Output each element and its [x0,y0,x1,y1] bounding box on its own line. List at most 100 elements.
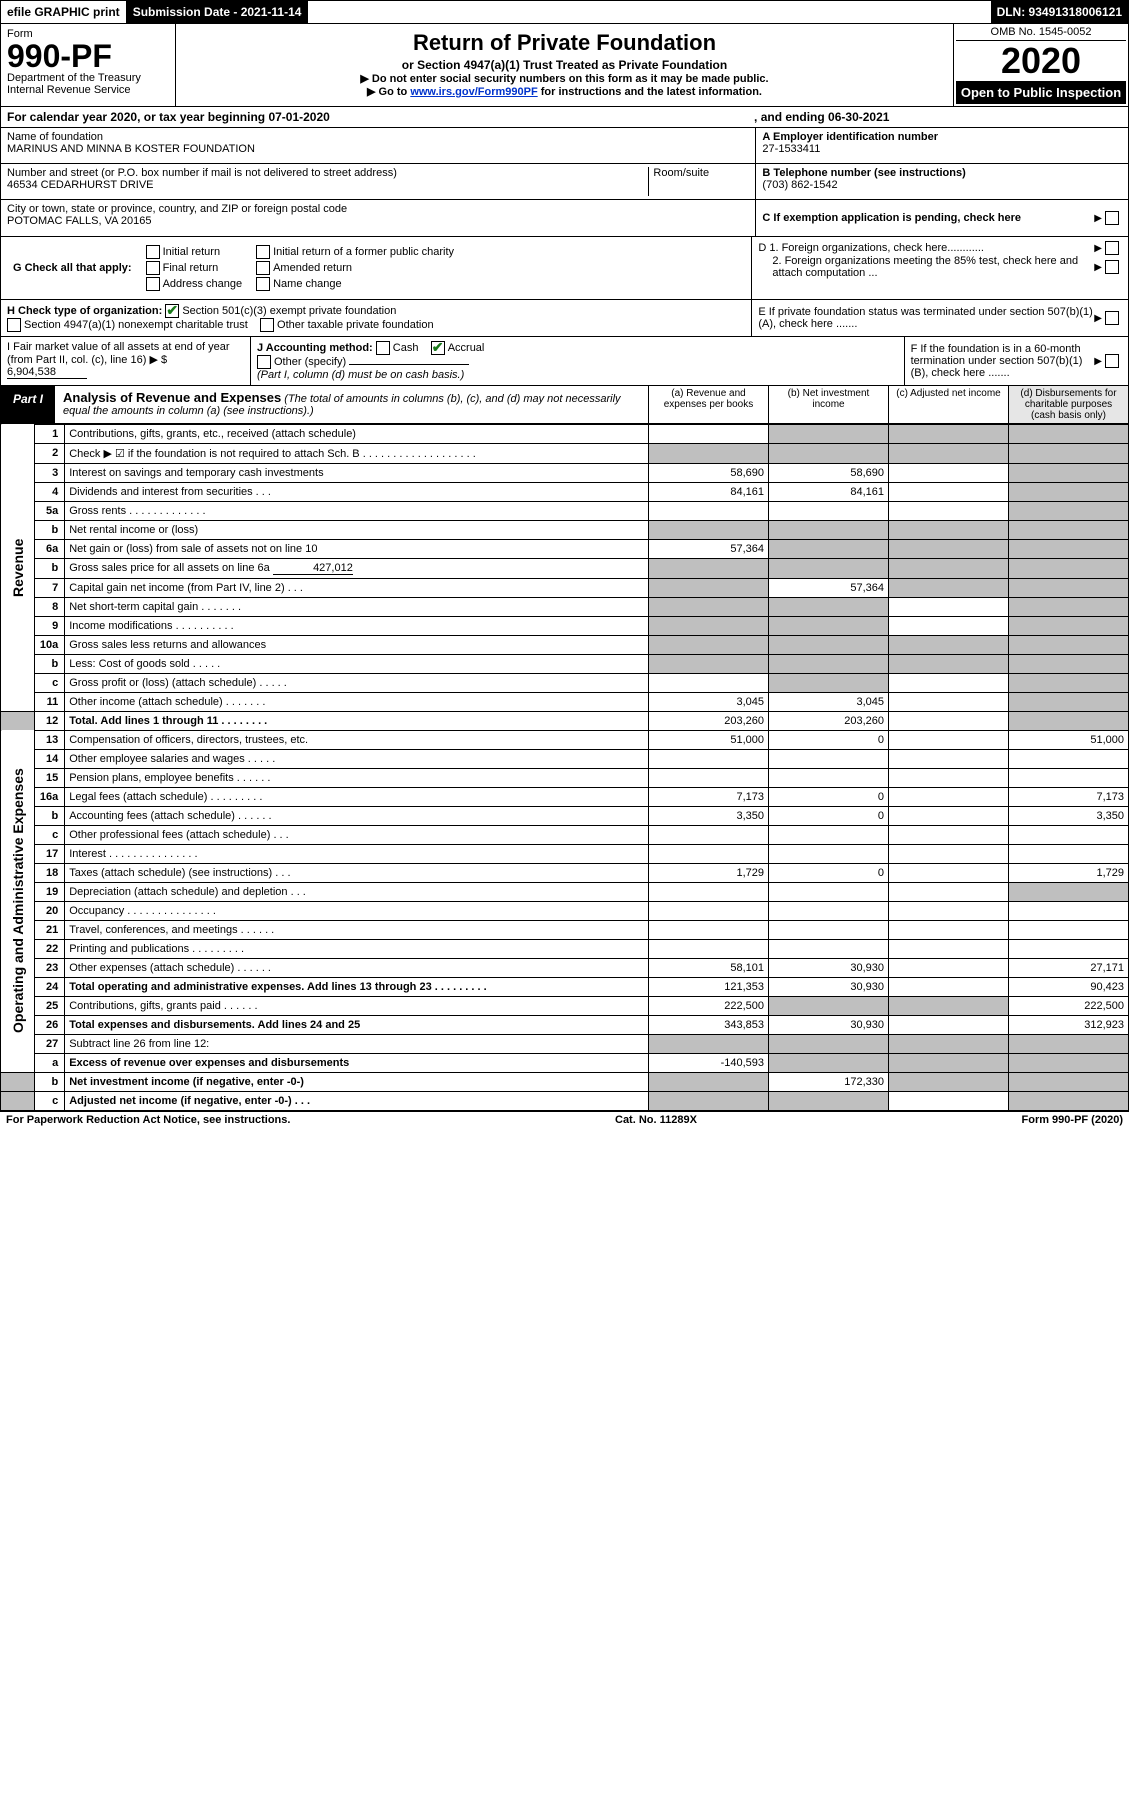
table-row: Operating and Administrative Expenses 13… [1,730,1129,749]
table-row: 3Interest on savings and temporary cash … [1,463,1129,482]
ein-label: A Employer identification number [762,131,1122,143]
table-row: 17Interest . . . . . . . . . . . . . . . [1,844,1129,863]
top-toolbar: efile GRAPHIC print Submission Date - 20… [0,0,1129,24]
table-row: 9Income modifications . . . . . . . . . … [1,616,1129,635]
i-label: I Fair market value of all assets at end… [7,341,230,366]
irs-form-link[interactable]: www.irs.gov/Form990PF [410,86,537,98]
dln: DLN: 93491318006121 [991,1,1128,23]
table-row: 18Taxes (attach schedule) (see instructi… [1,863,1129,882]
h-501c3-checkbox[interactable] [165,304,179,318]
ssn-warning: ▶ Do not enter social security numbers o… [182,72,947,85]
f-checkbox[interactable] [1105,354,1119,368]
ein: 27-1533411 [762,143,1122,155]
form-title: Return of Private Foundation [182,30,947,56]
form-header: Form 990-PF Department of the Treasury I… [0,24,1129,107]
table-row: 21Travel, conferences, and meetings . . … [1,920,1129,939]
table-row: 5aGross rents . . . . . . . . . . . . . [1,501,1129,520]
open-to-public: Open to Public Inspection [956,81,1126,104]
phone-cell: B Telephone number (see instructions) (7… [756,164,1128,200]
table-row: 15Pension plans, employee benefits . . .… [1,768,1129,787]
part-1-table: Revenue 1Contributions, gifts, grants, e… [0,424,1129,1111]
phone: (703) 862-1542 [762,179,1122,191]
section-h-e: H Check type of organization: Section 50… [0,300,1129,337]
part-1-header: Part I Analysis of Revenue and Expenses … [0,386,1129,424]
d2-label: 2. Foreign organizations meeting the 85%… [758,255,1094,279]
g-final-return[interactable] [146,261,160,275]
j-note: (Part I, column (d) must be on cash basi… [257,369,898,381]
table-row: 2Check ▶ ☑ if the foundation is not requ… [1,443,1129,463]
table-row: bAccounting fees (attach schedule) . . .… [1,806,1129,825]
form-title-block: Return of Private Foundation or Section … [176,24,953,106]
g-amended-return[interactable] [256,261,270,275]
room-suite-label: Room/suite [649,167,749,196]
exempt-checkbox[interactable] [1105,211,1119,225]
part-title: Analysis of Revenue and Expenses [63,390,281,405]
foundation-name-cell: Name of foundation MARINUS AND MINNA B K… [1,128,755,164]
table-row: bGross sales price for all assets on lin… [1,558,1129,578]
h-other-taxable-checkbox[interactable] [260,318,274,332]
d1-checkbox[interactable] [1105,241,1119,255]
g-label: G Check all that apply: [13,262,132,274]
form-id-block: Form 990-PF Department of the Treasury I… [1,24,176,106]
dept-treasury: Department of the Treasury [7,72,169,84]
part-label: Part I [1,386,55,423]
g-address-change[interactable] [146,277,160,291]
cat-number: Cat. No. 11289X [615,1114,697,1126]
table-row: 4Dividends and interest from securities … [1,482,1129,501]
table-row: Revenue 1Contributions, gifts, grants, e… [1,424,1129,443]
h-label: H Check type of organization: [7,305,162,317]
goto-link-line: ▶ Go to www.irs.gov/Form990PF for instru… [182,85,947,98]
ein-cell: A Employer identification number 27-1533… [756,128,1128,164]
table-row: 24Total operating and administrative exp… [1,977,1129,996]
g-name-change[interactable] [256,277,270,291]
city-state-zip: POTOMAC FALLS, VA 20165 [7,215,749,227]
calendar-year-row: For calendar year 2020, or tax year begi… [0,107,1129,128]
submission-date: Submission Date - 2021-11-14 [127,1,309,23]
table-row: 10aGross sales less returns and allowanc… [1,635,1129,654]
table-row: 22Printing and publications . . . . . . … [1,939,1129,958]
table-row: 14Other employee salaries and wages . . … [1,749,1129,768]
table-row: bLess: Cost of goods sold . . . . . [1,654,1129,673]
efile-print[interactable]: efile GRAPHIC print [1,1,127,23]
g-initial-former[interactable] [256,245,270,259]
omb-number: OMB No. 1545-0052 [956,26,1126,41]
table-row: 23Other expenses (attach schedule) . . .… [1,958,1129,977]
address-row: Number and street (or P.O. box number if… [1,164,755,200]
d1-label: D 1. Foreign organizations, check here..… [758,242,984,254]
table-row: aExcess of revenue over expenses and dis… [1,1053,1129,1072]
e-checkbox[interactable] [1105,311,1119,325]
d2-checkbox[interactable] [1105,260,1119,274]
table-row: 26Total expenses and disbursements. Add … [1,1015,1129,1034]
section-i-j-f: I Fair market value of all assets at end… [0,337,1129,386]
revenue-section-label: Revenue [1,424,35,711]
irs-label: Internal Revenue Service [7,84,169,96]
table-row: cOther professional fees (attach schedul… [1,825,1129,844]
col-b-header: (b) Net investment income [768,386,888,423]
foundation-name: MARINUS AND MINNA B KOSTER FOUNDATION [7,143,749,155]
address-label: Number and street (or P.O. box number if… [7,167,644,179]
table-row: 20Occupancy . . . . . . . . . . . . . . … [1,901,1129,920]
h-4947-checkbox[interactable] [7,318,21,332]
table-row: cGross profit or (loss) (attach schedule… [1,673,1129,692]
j-other-checkbox[interactable] [257,355,271,369]
j-cash-checkbox[interactable] [376,341,390,355]
e-label: E If private foundation status was termi… [758,306,1094,330]
i-fmv-value: 6,904,538 [7,366,87,379]
table-row: 8Net short-term capital gain . . . . . .… [1,597,1129,616]
table-row: bNet rental income or (loss) [1,520,1129,539]
g-initial-return[interactable] [146,245,160,259]
j-label: J Accounting method: [257,342,373,354]
table-row: 7Capital gain net income (from Part IV, … [1,578,1129,597]
year-block: OMB No. 1545-0052 2020 Open to Public In… [953,24,1128,106]
exempt-pending-cell: C If exemption application is pending, c… [756,200,1128,236]
table-row: cAdjusted net income (if negative, enter… [1,1091,1129,1110]
exempt-label: C If exemption application is pending, c… [762,212,1021,224]
j-accrual-checkbox[interactable] [431,341,445,355]
tax-year-begin: For calendar year 2020, or tax year begi… [7,110,754,124]
phone-label: B Telephone number (see instructions) [762,167,1122,179]
col-d-header: (d) Disbursements for charitable purpose… [1008,386,1128,423]
table-row: 11Other income (attach schedule) . . . .… [1,692,1129,711]
expenses-section-label: Operating and Administrative Expenses [1,730,35,1072]
col-c-header: (c) Adjusted net income [888,386,1008,423]
tax-year-end: , and ending 06-30-2021 [754,110,1122,124]
